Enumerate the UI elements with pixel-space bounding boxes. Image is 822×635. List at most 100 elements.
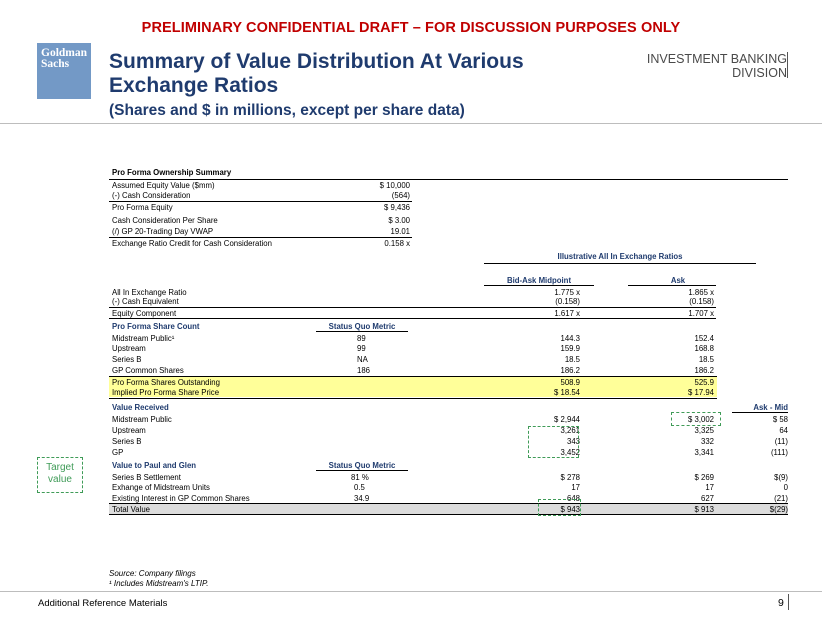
value-diff: (11) [774, 437, 788, 446]
pfso-mid: 508.9 [560, 378, 580, 387]
pfso-ask: 525.9 [694, 378, 714, 387]
goldman-sachs-logo: Goldman Sachs [37, 43, 91, 99]
share-label: Midstream Public¹ [112, 334, 175, 343]
share-mid: 18.5 [564, 355, 580, 364]
pg-sq: 0.5 [354, 483, 365, 492]
value-label: GP [112, 448, 124, 457]
share-rule [109, 376, 717, 377]
ownership-value: 0.158 x [384, 239, 410, 248]
value-mid: 3,452 [560, 448, 580, 457]
pg-label: Series B Settlement [112, 473, 181, 482]
header-rule [0, 123, 822, 124]
annotation-box-total [538, 499, 581, 516]
total-top-rule [109, 503, 788, 504]
share-ask: 18.5 [698, 355, 714, 364]
sq-header-2: Status Quo Metric [328, 461, 396, 470]
total-mid: $ 943 [560, 505, 580, 514]
ownership-rule [109, 201, 412, 202]
target-value-callout: Target value [37, 457, 83, 493]
pfso-label: Pro Forma Shares Outstanding [112, 378, 220, 387]
value-ask: 332 [700, 437, 714, 446]
price-ask: $ 17.94 [687, 388, 714, 397]
col-header-mid: Bid-Ask Midpoint [506, 276, 572, 285]
ownership-value: $ 9,436 [383, 203, 410, 212]
ownership-top-rule [109, 179, 788, 180]
ownership-label: Exchange Ratio Credit for Cash Considera… [112, 239, 272, 248]
value-diff: $ 58 [772, 415, 788, 424]
title-line2: Exchange Ratios [109, 74, 279, 97]
exchange-ask: 1.865 x [688, 288, 714, 297]
annotation-box-ask [671, 412, 721, 426]
exchange-rule [109, 307, 716, 308]
value-ask: 3,325 [694, 426, 714, 435]
title-line1: Summary of Value Distribution At Various [109, 50, 524, 73]
logo-line2: Sachs [41, 58, 70, 70]
value-diff: (111) [770, 448, 788, 457]
exchange-group-header: Illustrative All In Exchange Ratios [557, 252, 683, 261]
share-sq: 186 [357, 366, 371, 375]
page-number: 9 [778, 597, 784, 609]
share-ask: 168.8 [694, 344, 714, 353]
share-mid: 159.9 [560, 344, 580, 353]
pg-ask: $ 269 [694, 473, 714, 482]
ownership-label: Assumed Equity Value ($mm) [112, 181, 215, 190]
division-divider [787, 52, 788, 78]
col-header-ask: Ask [670, 276, 686, 285]
pg-ask: 627 [700, 494, 714, 503]
col-rule-mid [484, 285, 594, 286]
pg-sq: 34.9 [354, 494, 370, 503]
confidential-banner: PRELIMINARY CONFIDENTIAL DRAFT – FOR DIS… [141, 20, 681, 36]
group-header-rule [484, 263, 756, 264]
share-label: Upstream [112, 344, 146, 353]
pg-diff: 0 [783, 483, 788, 492]
exchange-mid: 1.775 x [554, 288, 580, 297]
share-count-header: Pro Forma Share Count [112, 322, 200, 331]
ownership-rule [109, 237, 412, 238]
diff-header: Ask - Mid [753, 403, 788, 412]
ownership-label: Pro Forma Equity [112, 203, 173, 212]
total-label: Total Value [112, 505, 150, 514]
ownership-value: $ 10,000 [379, 181, 410, 190]
exchange-rule [109, 318, 716, 319]
pg-ask: 17 [705, 483, 714, 492]
highlight-band [109, 377, 717, 397]
total-diff: $(29) [769, 505, 788, 514]
share-label: GP Common Shares [112, 366, 184, 375]
share-label: Series B [112, 355, 142, 364]
sq-header-rule [316, 331, 408, 332]
target-line2: value [48, 474, 72, 485]
share-mid: 144.3 [560, 334, 580, 343]
total-bottom-rule [109, 514, 788, 515]
footnote-text: ¹ Includes Midstream's LTIP. [109, 579, 209, 588]
share-ask: 152.4 [694, 334, 714, 343]
value-mid: $ 2,944 [553, 415, 580, 424]
pg-sq: 81 % [351, 473, 369, 482]
total-band [109, 504, 788, 514]
pg-label: Existing Interest in GP Common Shares [112, 494, 250, 503]
diff-header-rule [732, 412, 788, 413]
share-ask: 186.2 [694, 366, 714, 375]
exchange-label: (-) Cash Equivalent [112, 297, 179, 306]
value-ask: $ 3,002 [687, 415, 714, 424]
value-diff: 64 [779, 426, 788, 435]
exchange-label: Equity Component [112, 309, 177, 318]
value-received-header: Value Received [112, 403, 169, 412]
ownership-label: (/) GP 20-Trading Day VWAP [112, 227, 214, 236]
value-mid: 3,261 [560, 426, 580, 435]
share-sq: NA [357, 355, 368, 364]
value-label: Series B [112, 437, 142, 446]
value-label: Midstream Public [112, 415, 172, 424]
annotation-box-mid [528, 426, 579, 458]
sq-header-2-rule [316, 470, 408, 471]
pg-label: Exhange of Midstream Units [112, 483, 210, 492]
source-text: Source: Company filings [109, 569, 196, 578]
division-line1: INVESTMENT BANKING [646, 52, 787, 66]
ownership-header: Pro Forma Ownership Summary [112, 168, 232, 177]
pg-mid: 648 [566, 494, 580, 503]
exchange-label: All In Exchange Ratio [112, 288, 187, 297]
division-label: INVESTMENT BANKING DIVISION [647, 52, 787, 80]
ownership-value: (564) [391, 191, 410, 200]
price-label: Implied Pro Forma Share Price [112, 388, 220, 397]
ownership-value: $ 3.00 [388, 216, 410, 225]
ownership-label: (-) Cash Consideration [112, 191, 191, 200]
